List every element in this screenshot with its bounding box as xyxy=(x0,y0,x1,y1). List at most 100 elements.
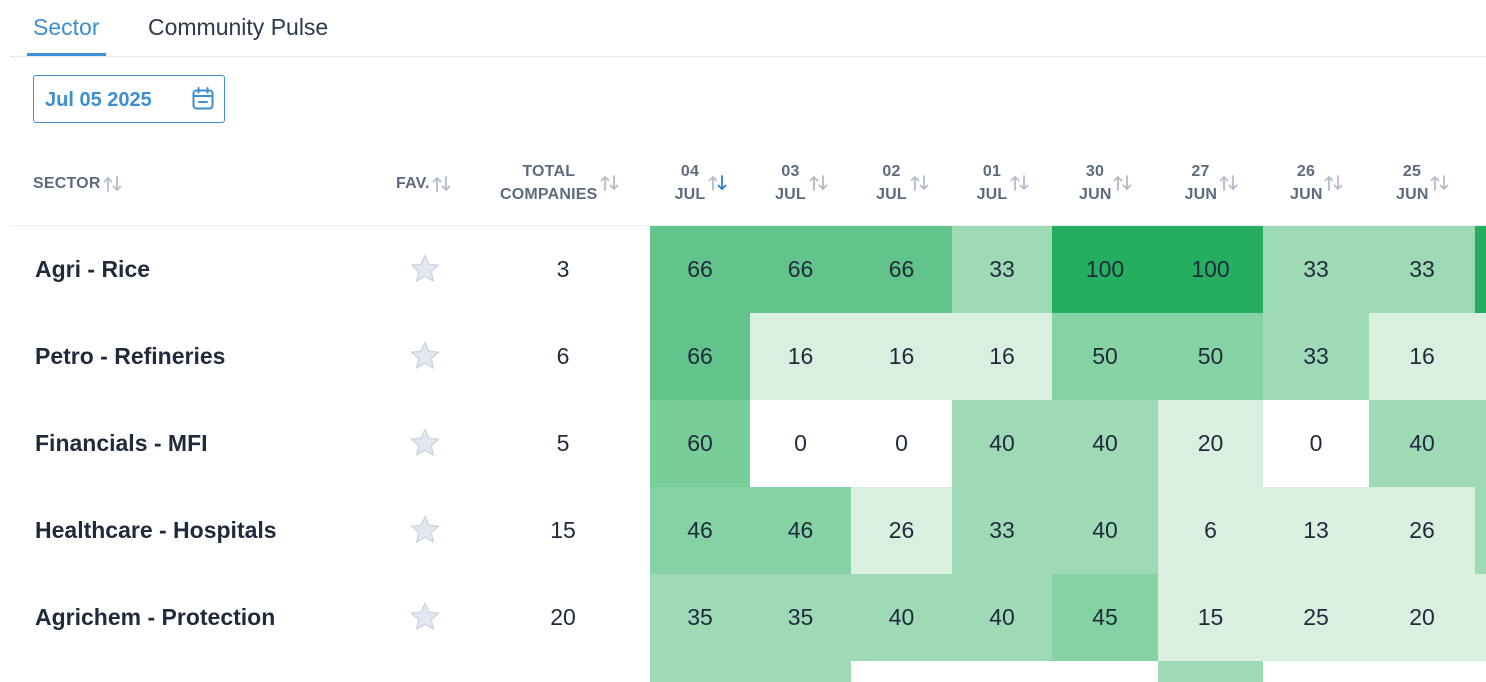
column-header-sector[interactable]: SECTOR xyxy=(33,172,124,195)
column-header-total-label: TOTAL COMPANIES xyxy=(500,160,598,206)
column-header-date[interactable]: 01 JUL xyxy=(976,160,1031,206)
heatmap-cell: 100 xyxy=(1052,226,1158,313)
heatmap-cell: 40 xyxy=(851,574,952,661)
sort-icon[interactable] xyxy=(1323,173,1345,193)
heatmap-cell: 26 xyxy=(851,487,952,574)
total-companies-value: 15 xyxy=(550,516,576,543)
column-header-day: 26 xyxy=(1296,163,1316,180)
heatmap-cell: 46 xyxy=(750,487,851,574)
column-header-date[interactable]: 26 JUN xyxy=(1290,160,1345,206)
favorite-star-icon[interactable] xyxy=(409,601,441,633)
heatmap-cell: 45 xyxy=(1052,574,1158,661)
favorite-star-icon[interactable] xyxy=(409,253,441,285)
sort-icon[interactable] xyxy=(1218,173,1240,193)
column-header-month: JUN xyxy=(1290,186,1323,203)
column-header-day: 03 xyxy=(781,163,800,180)
heatmap-cell-partial xyxy=(1475,400,1486,487)
column-header-date[interactable]: 30 JUN xyxy=(1079,160,1134,206)
header-divider xyxy=(10,225,1486,226)
heatmap-cell: 66 xyxy=(851,226,952,313)
heatmap-cell: 40 xyxy=(952,400,1052,487)
heatmap-cell: 15 xyxy=(1158,574,1263,661)
heatmap-cell-partial xyxy=(1475,313,1486,400)
column-header-date[interactable]: 04 JUL xyxy=(674,160,729,206)
column-header-day: 01 xyxy=(982,163,1002,180)
heatmap-cell: 16 xyxy=(1369,313,1475,400)
column-header-date-label: 04 JUL xyxy=(674,160,706,206)
heatmap-cell: 33 xyxy=(1263,313,1369,400)
column-header-date[interactable]: 03 JUL xyxy=(775,160,830,206)
sort-icon[interactable] xyxy=(808,173,830,193)
sort-icon[interactable] xyxy=(431,174,453,194)
date-picker-value: Jul 05 2025 xyxy=(45,89,152,111)
column-header-date-label: 27 JUN xyxy=(1185,160,1217,206)
column-header-date-label: 26 JUN xyxy=(1290,160,1322,206)
tab-community-pulse[interactable]: Community Pulse xyxy=(148,14,329,40)
sector-name[interactable]: Agri - Rice xyxy=(35,255,151,282)
column-header-fav-label: FAV. xyxy=(396,175,430,193)
active-tab-indicator xyxy=(27,53,106,56)
heatmap-cell: 60 xyxy=(650,400,750,487)
sort-icon[interactable] xyxy=(1112,173,1134,193)
column-header-date[interactable]: 02 JUL xyxy=(876,160,931,206)
favorite-star-icon[interactable] xyxy=(409,340,441,372)
column-header-date-label: 02 JUL xyxy=(876,160,908,206)
heatmap-cell: 0 xyxy=(1263,400,1369,487)
heatmap-cell: 16 xyxy=(851,313,952,400)
column-header-month: JUN xyxy=(1396,186,1429,203)
heatmap-cell-partial xyxy=(952,661,1052,682)
column-header-total-companies[interactable]: TOTAL COMPANIES xyxy=(500,160,621,206)
heatmap-cell: 16 xyxy=(750,313,851,400)
sort-icon[interactable] xyxy=(102,174,124,194)
total-companies-value: 20 xyxy=(550,603,576,630)
heatmap-cell: 33 xyxy=(1369,226,1475,313)
column-header-month: JUN xyxy=(1184,186,1218,203)
heatmap-cell: 35 xyxy=(750,574,851,661)
heatmap-cell: 50 xyxy=(1052,313,1158,400)
sort-icon[interactable] xyxy=(1009,173,1031,193)
tab-sector[interactable]: Sector xyxy=(33,14,100,40)
sort-icon[interactable] xyxy=(909,173,931,193)
calendar-icon xyxy=(192,87,214,110)
total-companies-value: 5 xyxy=(556,429,570,456)
favorite-star-icon[interactable] xyxy=(409,514,441,546)
column-header-date[interactable]: 25 JUN xyxy=(1396,160,1451,206)
heatmap-cell-partial xyxy=(1158,661,1263,682)
sector-name[interactable]: Financials - MFI xyxy=(35,429,208,456)
heatmap-cell: 100 xyxy=(1158,226,1263,313)
column-header-month: JUL xyxy=(976,186,1008,203)
heatmap-cell-partial xyxy=(1369,661,1475,682)
column-header-fav[interactable]: FAV. xyxy=(396,172,453,195)
sort-icon[interactable] xyxy=(599,173,621,193)
column-header-day: 25 xyxy=(1402,163,1422,180)
heatmap-cell-partial xyxy=(1263,661,1369,682)
tab-bar: Sector Community Pulse xyxy=(10,0,1486,57)
heatmap-cell: 6 xyxy=(1158,487,1263,574)
heatmap-cell: 20 xyxy=(1369,574,1475,661)
heatmap-cell-partial xyxy=(851,661,952,682)
sector-name[interactable]: Healthcare - Hospitals xyxy=(35,516,277,543)
heatmap-cell: 33 xyxy=(952,226,1052,313)
column-header-month: JUL xyxy=(876,186,907,203)
sector-name[interactable]: Agrichem - Protection xyxy=(35,603,276,630)
heatmap-cell: 0 xyxy=(851,400,952,487)
column-header-month: JUL xyxy=(674,186,706,203)
sort-icon[interactable] xyxy=(1429,173,1451,193)
heatmap-cell: 35 xyxy=(650,574,750,661)
column-header-date[interactable]: 27 JUN xyxy=(1185,160,1240,206)
column-header-date-label: 30 JUN xyxy=(1079,160,1111,206)
column-header-date-label: 25 JUN xyxy=(1396,160,1428,206)
sort-desc-icon[interactable] xyxy=(707,173,729,193)
heatmap-cell: 40 xyxy=(1052,400,1158,487)
heatmap-cell: 0 xyxy=(750,400,851,487)
favorite-star-icon[interactable] xyxy=(409,427,441,459)
heatmap-cell: 33 xyxy=(952,487,1052,574)
column-header-sector-label: SECTOR xyxy=(33,175,101,193)
date-picker[interactable]: Jul 05 2025 xyxy=(33,75,225,123)
sector-name[interactable]: Petro - Refineries xyxy=(35,342,226,369)
heatmap-cell: 50 xyxy=(1158,313,1263,400)
heatmap-cell: 33 xyxy=(1263,226,1369,313)
heatmap-cell: 40 xyxy=(1369,400,1475,487)
column-header-day: 02 xyxy=(882,163,901,180)
heatmap-cell-partial xyxy=(750,661,851,682)
